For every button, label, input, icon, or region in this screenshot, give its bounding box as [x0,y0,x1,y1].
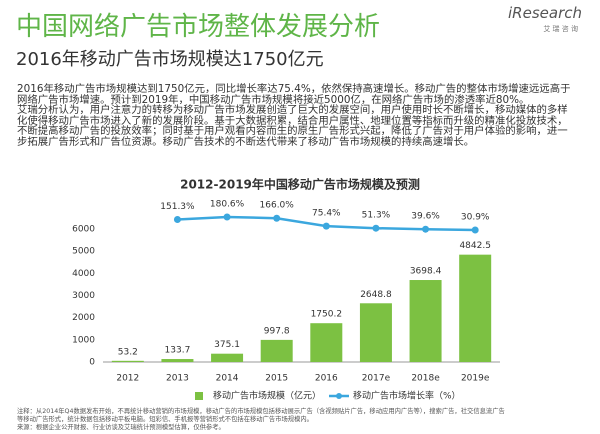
bar-value-label: 997.8 [264,326,290,336]
y-tick-label: 0 [89,358,95,368]
y-tick-label: 1000 [72,335,95,345]
bar-value-label: 53.2 [118,347,138,357]
text-line: 艾瑞分析认为，用户注意力的转移为移动广告市场发展创造了巨大的发展空间，用户使用时… [17,104,568,117]
y-tick-label: 3000 [72,291,95,301]
legend-label: 移动广告市场增长率（%） [353,390,461,402]
line-value-label: 30.9% [461,212,490,222]
legend-label: 移动广告市场规模（亿元） [213,390,321,402]
bar-value-label: 3698.4 [410,267,442,277]
line-value-label: 180.6% [210,199,245,209]
bar [310,323,343,362]
note-line: 等移动广告形式，统计数据包括移动平板电脑。短彩信、手机报等营销形式不包括在移动广… [17,416,313,423]
bar [409,280,442,362]
line-marker [273,214,281,222]
body-text: 2016年移动广告市场规模达到1750亿元，同比增长率达75.4%，依然保持高速… [17,84,570,148]
text-line: 网络广告市场增速。预计到2019年，中国移动广告市场规模将接近5000亿，在网络… [17,93,530,106]
logo: iResearch [508,4,582,22]
notes: 注释：从2014年Q4数据发布开始，不再统计移动营销的市场规模，移动广告的市场规… [17,408,505,432]
bar-value-label: 2648.8 [360,290,392,300]
line-value-label: 51.3% [362,211,391,221]
line-value-label: 39.6% [411,212,440,222]
slide-title: 中国网络广告市场整体发展分析 [16,12,381,42]
bar [161,359,194,362]
line-marker [372,224,380,232]
line-value-label: 151.3% [160,202,195,212]
line-value-label: 166.0% [260,201,295,211]
legend-swatch-marker [336,393,342,399]
x-tick-label: 2012 [116,374,139,384]
y-tick-label: 6000 [72,225,95,235]
x-tick-label: 2017e [362,374,391,384]
bar [459,254,492,362]
x-tick-label: 2016 [315,374,338,384]
bar [211,353,244,362]
bar-value-label: 375.1 [214,340,240,350]
x-tick-label: 2014 [216,374,239,384]
note-line: 注释：从2014年Q4数据发布开始，不再统计移动营销的市场规模，移动广告的市场规… [17,408,505,415]
text-line: 化使得移动广告市场进入了新的发展阶段。基于大数据积累，结合用户属性、地理位置等指… [17,114,568,127]
line-marker [422,225,430,233]
line-marker [322,222,330,230]
y-tick-label: 5000 [72,247,95,257]
bar-value-label: 1750.2 [311,310,343,320]
line-marker [223,213,231,221]
line-marker [471,226,479,234]
text-line: 2016年移动广告市场规模达到1750亿元，同比增长率达75.4%，依然保持高速… [17,83,571,95]
source-line: 来源：根据企业公开财报、行业访谈及艾瑞统计预测模型估算，仅供参考。 [17,424,225,431]
line-marker [173,216,181,224]
x-tick-label: 2015 [265,374,288,384]
text-line: 步拓展广告形式和广告位资源。移动广告技术的不断迭代带来了移动广告市场规模的持续高… [17,135,475,148]
chart-title: 2012-2019年中国移动广告市场规模及预测 [180,177,420,192]
x-tick-label: 2019e [461,374,490,384]
x-tick-label: 2013 [166,374,189,384]
bar [260,339,293,362]
y-tick-label: 4000 [72,269,95,279]
line-value-label: 75.4% [312,209,341,219]
bar [359,303,392,362]
y-tick-label: 2000 [72,313,95,323]
slide-subtitle: 2016年移动广告市场规模达1750亿元 [16,49,324,70]
logo-subtitle: 艾 瑞 咨 询 [543,25,578,33]
text-line: 不断提高移动广告的投放效率；同时基于用户观看内容而生的原生广告形式兴起，降低了广… [17,125,568,138]
bar-value-label: 4842.5 [459,241,491,251]
legend-swatch [195,392,203,400]
bar [111,360,144,362]
x-tick-label: 2018e [411,374,440,384]
bar-value-label: 133.7 [165,346,191,356]
